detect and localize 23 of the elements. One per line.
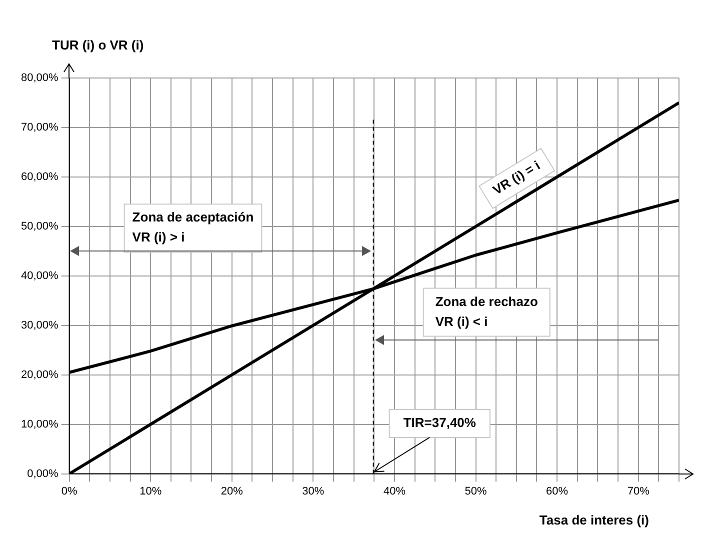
annotation: Zona de aceptación VR (i) > i [132,210,254,245]
x-tick-label: 40% [383,485,406,498]
x-tick-label: 0% [61,485,78,498]
x-tick-label: 10% [140,485,162,498]
annotation: Zona de rechazo VR (i) < i [435,294,538,329]
ref-line-label: TIR=37,40% [403,415,476,430]
y-axis-title: TUR (i) o VR (i) [52,38,144,53]
y-tick-label: 60,00% [20,170,59,183]
x-tick-label: 50% [464,485,487,498]
y-tick-label: 10,00% [20,418,59,430]
x-tick-label: 60% [546,485,568,498]
x-tick-label: 70% [627,485,650,498]
x-axis-title: Tasa de interes (i) [539,512,649,528]
x-tick-label: 20% [220,485,244,498]
y-tick-label: 30,00% [20,319,59,332]
y-tick-label: 70,00% [20,122,59,134]
y-tick-label: 40,00% [20,270,59,282]
text: VR (i) = i [490,158,543,198]
x-tick-label: 30% [302,485,324,498]
y-tick-label: 80,00% [20,72,59,84]
y-tick-label: 50,00% [20,220,59,232]
y-tick-label: 0,00% [27,468,59,480]
y-tick-label: 20,00% [20,368,59,381]
